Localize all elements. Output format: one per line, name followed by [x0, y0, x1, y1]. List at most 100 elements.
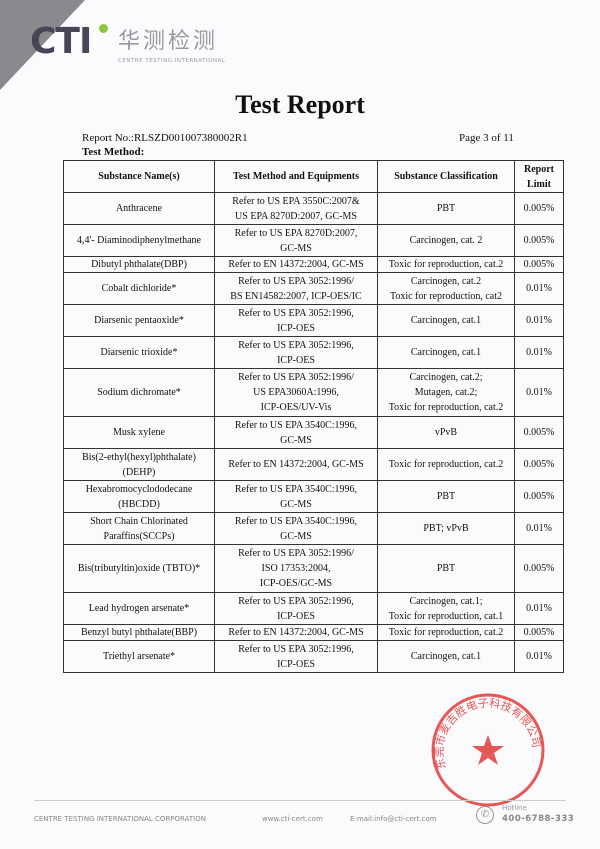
substance-cell-line: Triethyl arsenate*: [102, 651, 176, 662]
limit-cell: 0.01%: [514, 336, 564, 369]
substance-cell-line: Short Chain Chlorinated: [90, 515, 188, 527]
table-row: Triethyl arsenate* Refer to US EPA 3052:1…: [63, 640, 564, 673]
classification-cell-line: PBT; vPvB: [423, 523, 469, 534]
classification-cell-line: PBT: [436, 563, 456, 574]
substance-cell: Dibutyl phthalate(DBP): [63, 256, 215, 273]
report-number: Report No.:RLSZD001007380002R1: [82, 132, 248, 144]
method-cell-line: Refer to US EPA 3540C:1996,: [234, 419, 358, 431]
hotline-label: Hotline: [502, 804, 527, 812]
phone-icon: ✆: [476, 806, 494, 824]
method-cell-line: Refer to EN 14372:2004, GC-MS: [228, 627, 364, 638]
classification-cell: Carcinogen, cat.1: [377, 640, 515, 673]
method-cell: Refer to US EPA 8270D:2007, GC-MS: [214, 224, 378, 257]
classification-cell-line: Carcinogen, cat.2: [410, 275, 482, 287]
method-cell: Refer to US EPA 3052:1996, ICP-OES: [214, 304, 378, 337]
substance-cell: Lead hydrogen arsenate*: [63, 592, 215, 625]
method-cell-line: Refer to US EPA 3052:1996,: [238, 595, 354, 607]
limit-cell: 0.005%: [514, 448, 564, 481]
classification-cell-line: Toxic for reproduction, cat.2: [388, 627, 504, 638]
table-row: Musk xylene Refer to US EPA 3540C:1996, GC…: [63, 416, 564, 449]
test-method-table: Substance Name(s) Test Method and Equipm…: [63, 160, 564, 673]
page-curl-decoration: [0, 0, 85, 90]
classification-cell-line: PBT: [436, 491, 456, 502]
method-cell-line: Refer to EN 14372:2004, GC-MS: [228, 259, 364, 270]
classification-cell-line: Toxic for reproduction, cat.2: [388, 402, 504, 413]
method-cell: Refer to US EPA 3052:1996, ICP-OES: [214, 640, 378, 673]
method-cell: Refer to EN 14372:2004, GC-MS: [214, 256, 378, 273]
limit-cell: 0.01%: [514, 592, 564, 625]
classification-cell-line: Carcinogen, cat.1: [410, 651, 482, 662]
substance-cell: Bis(2-ethyl(hexyl)phthalate) (DEHP): [63, 448, 215, 481]
table-row: Lead hydrogen arsenate* Refer to US EPA 3…: [63, 592, 564, 625]
method-cell: Refer to US EPA 3540C:1996, GC-MS: [214, 512, 378, 545]
limit-cell: 0.005%: [514, 416, 564, 449]
limit-cell: 0.005%: [514, 480, 564, 513]
footer-website: www.cti-cert.com: [262, 815, 323, 823]
limit-cell: 0.005%: [514, 256, 564, 273]
logo-text: CTI: [30, 21, 92, 62]
limit-cell: 0.01%: [514, 368, 564, 417]
method-cell-line: Refer to EN 14372:2004, GC-MS: [228, 459, 364, 470]
classification-cell: vPvB: [377, 416, 515, 449]
method-cell: Refer to US EPA 3052:1996/BS EN14582:200…: [214, 272, 378, 305]
method-cell-line: Refer to US EPA 3052:1996,: [238, 643, 354, 655]
method-cell-line: GC-MS: [280, 242, 312, 254]
substance-cell: Diarsenic pentaoxide*: [63, 304, 215, 337]
header-substance: Substance Name(s): [63, 160, 215, 193]
classification-cell: Carcinogen, cat.1: [377, 304, 515, 337]
table-row: Diarsenic pentaoxide* Refer to US EPA 305…: [63, 304, 564, 337]
method-cell-line: GC-MS: [280, 530, 312, 542]
substance-cell-line: Diarsenic trioxide*: [100, 347, 178, 358]
method-cell-line: Refer to US EPA 3052:1996,: [238, 307, 354, 319]
classification-cell: PBT: [377, 192, 515, 225]
table-row: Diarsenic trioxide* Refer to US EPA 3052:…: [63, 336, 564, 369]
classification-cell-line: Carcinogen, cat. 2: [409, 235, 483, 246]
limit-cell: 0.005%: [514, 624, 564, 641]
method-cell: Refer to US EPA 3052:1996, ICP-OES: [214, 336, 378, 369]
substance-cell: Benzyl butyl phthalate(BBP): [63, 624, 215, 641]
substance-cell-line: Paraffins(SCCPs): [103, 530, 175, 542]
classification-cell-line: vPvB: [434, 427, 458, 438]
classification-cell: Toxic for reproduction, cat.2: [377, 448, 515, 481]
method-cell: Refer to US EPA 3052:1996, ICP-OES: [214, 592, 378, 625]
method-cell-line: ICP-OES: [277, 610, 315, 622]
classification-cell: Carcinogen, cat.1; Toxic for reproduction…: [377, 592, 515, 625]
substance-cell: 4,4'- Diaminodiphenylmethane: [63, 224, 215, 257]
classification-cell-line: Toxic for reproduction, cat.2: [388, 259, 504, 270]
logo-chinese: 华测检测: [118, 29, 219, 54]
method-cell-line: ICP-OES: [277, 354, 315, 366]
substance-cell: Anthracene: [63, 192, 215, 225]
method-cell-line: Refer to US EPA 3052:1996/: [238, 275, 354, 287]
method-cell: Refer to US EPA 3540C:1996, GC-MS: [214, 416, 378, 449]
method-cell: Refer to EN 14372:2004, GC-MS: [214, 624, 378, 641]
substance-cell-line: Benzyl butyl phthalate(BBP): [80, 627, 198, 638]
method-cell-line: GC-MS: [280, 434, 312, 446]
logo-dot-icon: [99, 24, 108, 33]
substance-cell-line: Bis(2-ethyl(hexyl)phthalate): [82, 451, 196, 463]
method-cell-line: Refer to US EPA 3540C:1996,: [234, 483, 358, 495]
table-row: Benzyl butyl phthalate(BBP) Refer to EN 1…: [63, 624, 564, 641]
logo-english: CENTRE TESTING INTERNATIONAL: [118, 58, 226, 64]
classification-cell-line: Carcinogen, cat.2;: [409, 372, 483, 383]
substance-cell: Sodium dichromate*: [63, 368, 215, 417]
method-cell-line: Refer to US EPA 3540C:1996,: [234, 515, 358, 527]
classification-cell: PBT: [377, 544, 515, 593]
substance-cell-line: (HBCDD): [118, 498, 160, 510]
table-row: Short Chain Chlorinated Paraffins(SCCPs) R…: [63, 512, 564, 545]
substance-cell: Bis(tributyltin)oxide (TBTO)*: [63, 544, 215, 593]
table-header-row: Substance Name(s) Test Method and Equipm…: [63, 160, 564, 193]
header-limit: Report Limit: [514, 160, 564, 193]
classification-cell: Carcinogen, cat. 2: [377, 224, 515, 257]
hotline-number: 400-6788-333: [502, 814, 575, 824]
substance-cell: Short Chain Chlorinated Paraffins(SCCPs): [63, 512, 215, 545]
method-cell: Refer to US EPA 3550C:2007& US EPA 8270D:…: [214, 192, 378, 225]
method-cell: Refer to US EPA 3540C:1996, GC-MS: [214, 480, 378, 513]
classification-cell: Carcinogen, cat.2 Toxic for reproduction,…: [377, 272, 515, 305]
substance-cell-line: 4,4'- Diaminodiphenylmethane: [77, 235, 201, 246]
cti-logo: CTI 华测检测 CENTRE TESTING INTERNATIONAL: [30, 22, 290, 72]
substance-cell-line: Musk xylene: [113, 427, 165, 438]
substance-cell-line: Anthracene: [115, 203, 163, 214]
classification-cell: Carcinogen, cat.1: [377, 336, 515, 369]
classification-cell-line: Mutagen, cat.2;: [414, 387, 478, 398]
substance-cell-line: Hexabromocyclododecane: [85, 483, 193, 495]
